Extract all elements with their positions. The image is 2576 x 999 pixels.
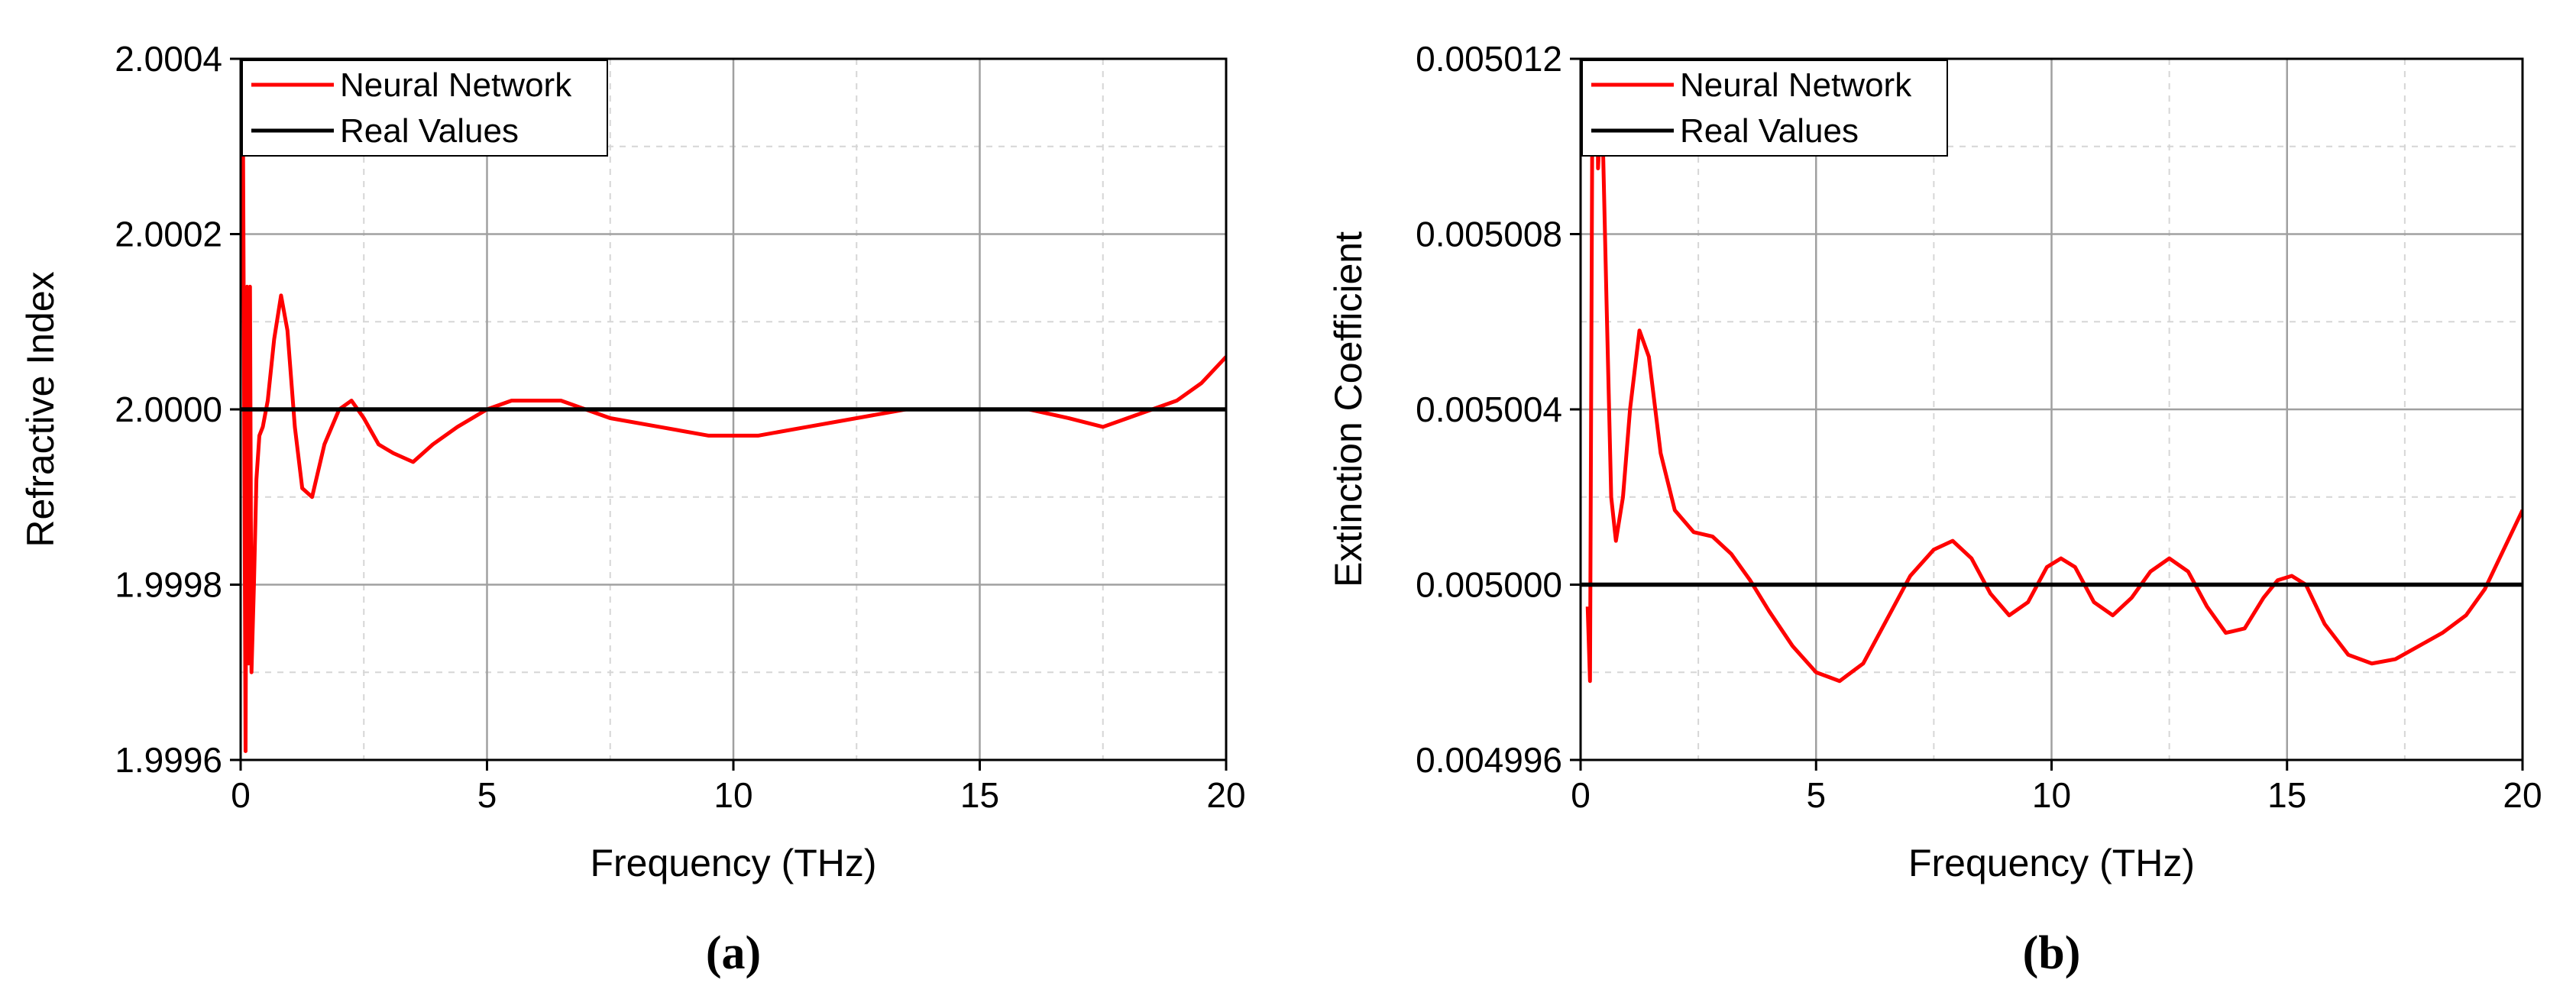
legend-label: Neural Network <box>340 66 572 104</box>
chart-b: 0 5 10 15 20 0.004996 0.005000 0.005004 0.005008… <box>1327 39 2542 979</box>
y-tick-label: 1.9996 <box>115 740 222 780</box>
legend-label: Real Values <box>340 112 519 150</box>
series-line-neural-network <box>1585 59 2523 684</box>
y-axis-label: Extinction Coefficient <box>1327 231 1370 587</box>
y-tick-label: 0.005000 <box>1416 565 1562 605</box>
y-tick-label: 0.005004 <box>1416 390 1562 429</box>
x-tick-label: 0 <box>231 775 251 815</box>
y-axis-label: Refractive Index <box>19 271 62 547</box>
panel-label: (a) <box>706 927 761 979</box>
panel-label: (b) <box>2023 927 2081 979</box>
y-tick-label: 2.0000 <box>115 390 222 429</box>
x-tick-label: 20 <box>1206 775 1245 815</box>
x-tick-label: 0 <box>1571 775 1591 815</box>
y-tick-label: 1.9998 <box>115 565 222 605</box>
x-tick-label: 5 <box>1806 775 1826 815</box>
x-tick-label: 15 <box>960 775 999 815</box>
series-line-neural-network <box>241 155 1226 754</box>
y-tick-label: 0.005012 <box>1416 39 1562 79</box>
y-tick-label: 2.0002 <box>115 215 222 254</box>
y-tick-label: 2.0004 <box>115 39 222 79</box>
y-tick-label: 0.005008 <box>1416 215 1562 254</box>
x-tick-label: 10 <box>2032 775 2071 815</box>
chart-a: 0 5 10 15 20 1.9996 1.9998 2.0000 2.0002 2.0004 Fr… <box>19 39 1246 979</box>
x-tick-label: 20 <box>2503 775 2542 815</box>
x-tick-label: 10 <box>714 775 752 815</box>
y-tick-label: 0.004996 <box>1416 740 1562 780</box>
x-axis-label: Frequency (THz) <box>590 842 876 884</box>
legend-label: Neural Network <box>1680 66 1912 104</box>
x-axis-label: Frequency (THz) <box>1908 842 2195 884</box>
x-tick-label: 5 <box>477 775 497 815</box>
legend-box <box>241 60 608 157</box>
legend-box <box>1581 60 1948 157</box>
legend-label: Real Values <box>1680 112 1859 150</box>
x-tick-label: 15 <box>2267 775 2306 815</box>
